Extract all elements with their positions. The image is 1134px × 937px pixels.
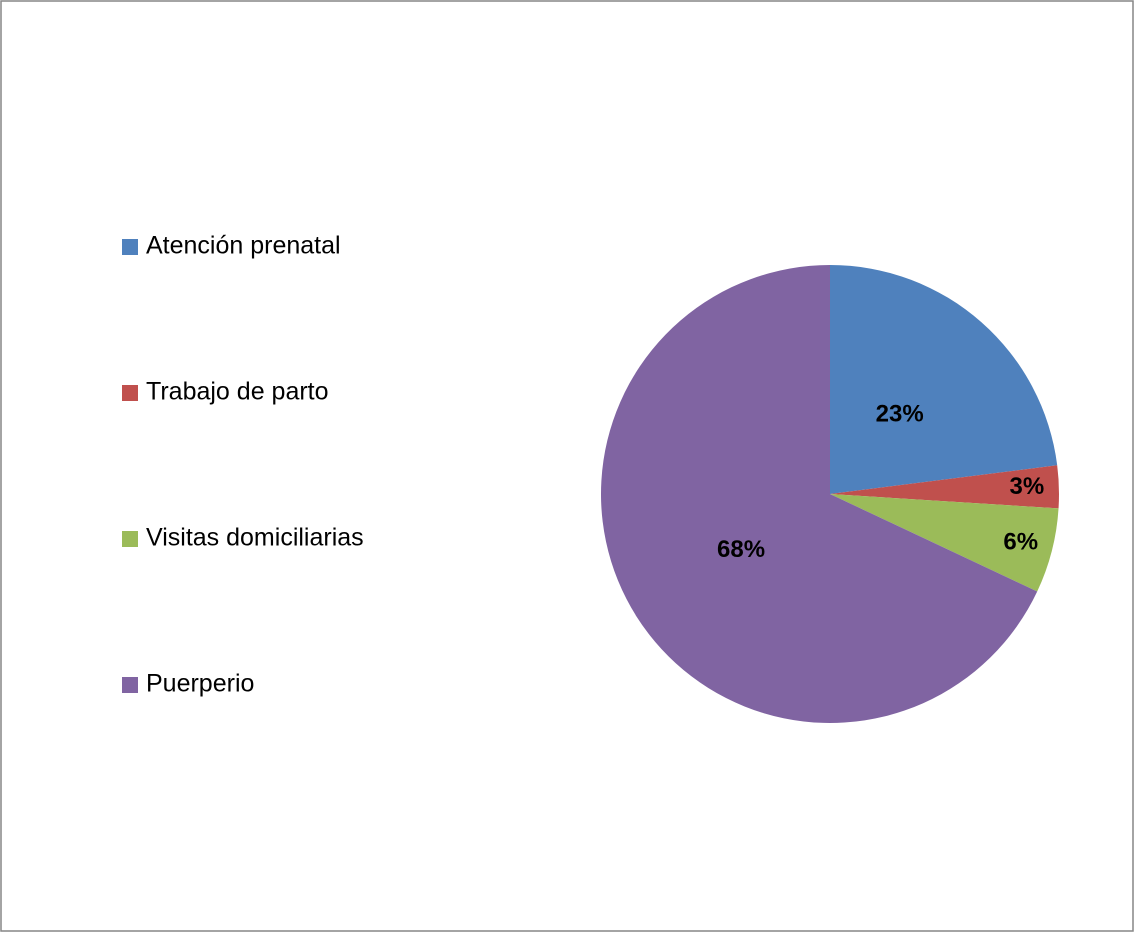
pie-slice bbox=[830, 265, 1058, 494]
value-label: 6% bbox=[1003, 528, 1038, 555]
legend-text: Visitas domiciliarias bbox=[146, 524, 364, 552]
legend-text: Trabajo de parto bbox=[146, 378, 329, 406]
legend-text: Atención prenatal bbox=[146, 232, 341, 260]
legend-swatch bbox=[122, 385, 138, 401]
legend-swatch bbox=[122, 239, 138, 255]
legend-text: Puerperio bbox=[146, 670, 254, 698]
legend-swatch bbox=[122, 531, 138, 547]
value-label: 3% bbox=[1009, 473, 1044, 500]
pie-slice bbox=[830, 465, 1060, 509]
value-label: 68% bbox=[717, 536, 765, 563]
pie-slice bbox=[601, 265, 1038, 723]
pie-slice bbox=[830, 494, 1059, 592]
legend-swatch bbox=[122, 677, 138, 693]
value-label: 23% bbox=[876, 400, 924, 427]
